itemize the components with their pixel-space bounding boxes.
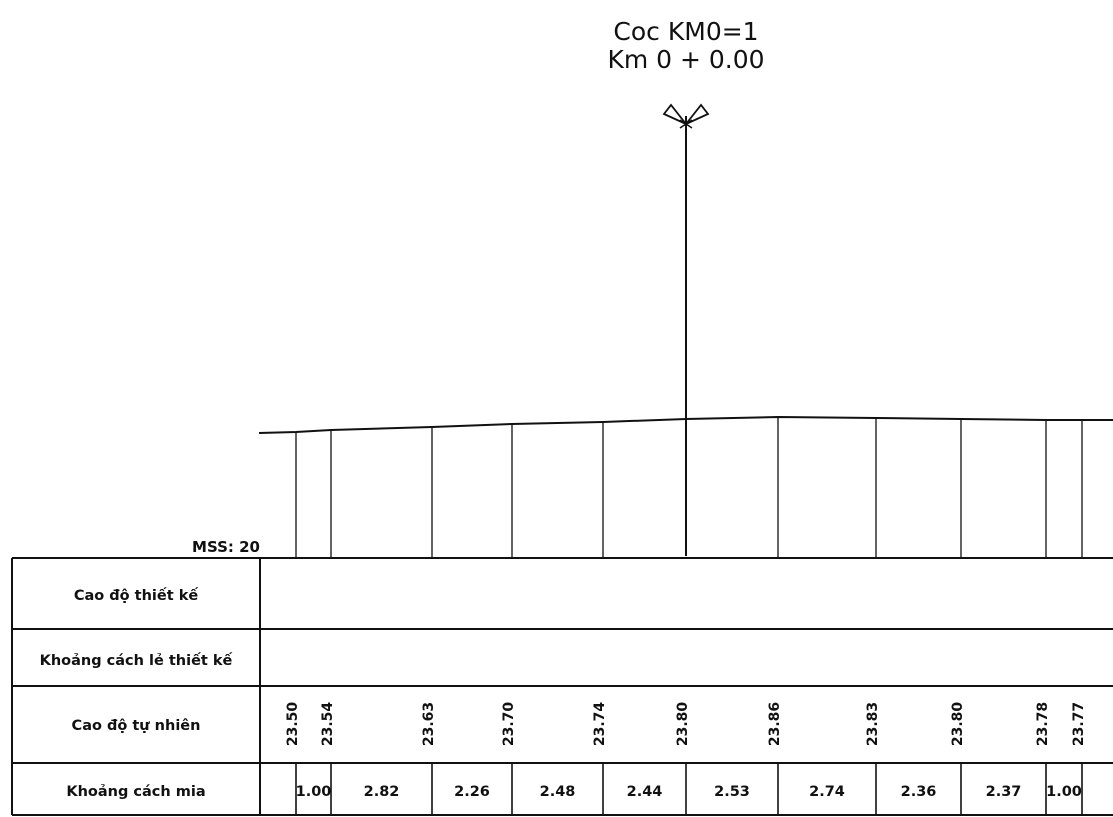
staff-distance-value: 2.44 <box>627 784 663 800</box>
natural-elevation-value: 23.70 <box>501 702 517 747</box>
staff-distance-value: 2.82 <box>364 784 400 800</box>
scale-label: MSS: 20 <box>192 538 260 556</box>
centerline-marker-icon <box>662 103 710 556</box>
natural-elevation-value: 23.54 <box>320 702 336 747</box>
natural-elevation-value: 23.63 <box>421 702 437 746</box>
natural-elevation-value: 23.50 <box>285 702 301 747</box>
natural-elevation-values: 23.50 23.54 23.63 23.70 23.74 23.80 23.86 23.83… <box>285 702 1087 747</box>
natural-elevation-value: 23.86 <box>767 702 783 746</box>
row-label-design-offset: Khoảng cách lẻ thiết kế <box>40 652 233 669</box>
station-name: Coc KM0=1 <box>613 17 758 46</box>
natural-elevation-value: 23.80 <box>675 702 691 747</box>
staff-distance-value: 2.26 <box>454 784 490 800</box>
natural-elevation-value: 23.80 <box>950 702 966 747</box>
staff-distance-value: 1.00 <box>296 784 332 800</box>
staff-distance-value: 2.37 <box>986 784 1022 800</box>
row-label-design-elevation: Cao độ thiết kế <box>74 587 199 604</box>
natural-elevation-value: 23.77 <box>1071 702 1087 746</box>
staff-distance-value: 2.48 <box>540 784 576 800</box>
distance-row-ticks <box>295 763 1083 815</box>
staff-distance-values: 1.00 2.82 2.26 2.48 2.44 2.53 2.74 2.36 2.37 1.00 <box>296 784 1082 800</box>
row-label-staff-distance: Khoảng cách mia <box>66 784 205 800</box>
natural-elevation-value: 23.74 <box>592 702 608 747</box>
natural-elevation-value: 23.78 <box>1035 702 1051 746</box>
staff-distance-value: 2.36 <box>901 784 937 800</box>
station-verticals <box>295 417 1083 558</box>
staff-distance-value: 2.74 <box>809 784 845 800</box>
staff-distance-value: 1.00 <box>1046 784 1082 800</box>
station-chainage: Km 0 + 0.00 <box>607 45 764 74</box>
natural-elevation-value: 23.83 <box>865 702 881 746</box>
staff-distance-value: 2.53 <box>714 784 750 800</box>
row-label-natural-elevation: Cao độ tự nhiên <box>72 718 201 734</box>
profile-table <box>11 557 1113 816</box>
